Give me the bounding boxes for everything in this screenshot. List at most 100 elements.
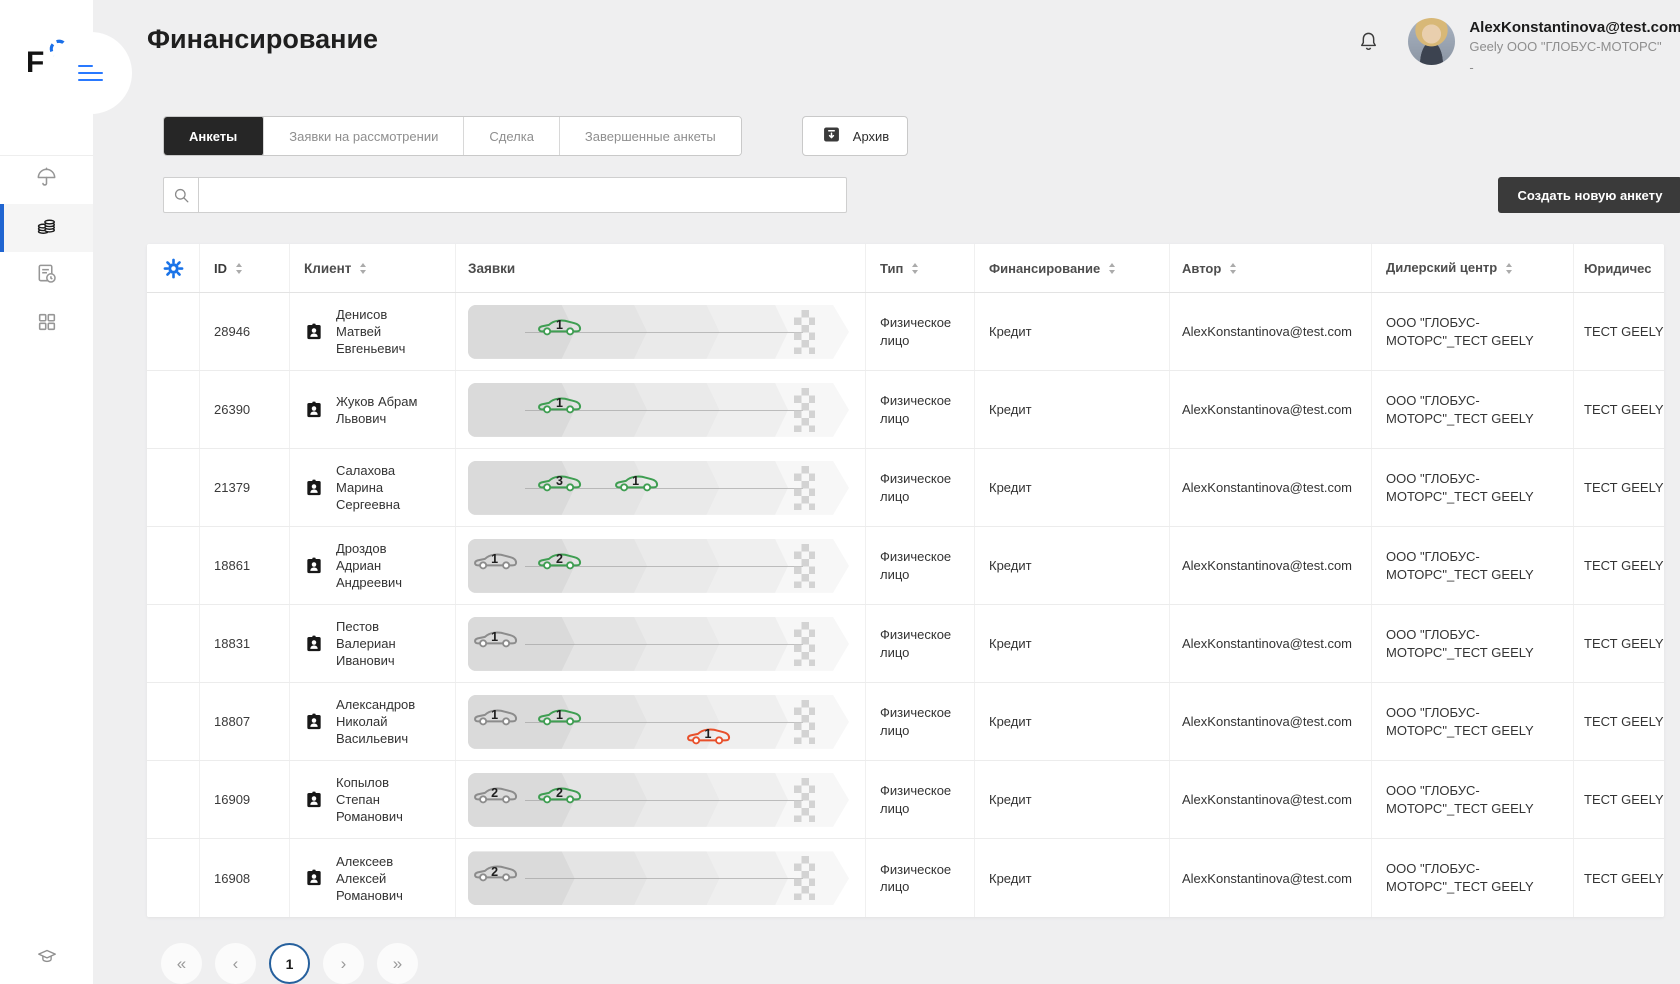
row-financing: Кредит [975, 449, 1170, 526]
page-title: Финансирование [147, 24, 378, 55]
user-extra: - [1469, 59, 1680, 77]
table-header: IDКлиентЗаявкиТипФинансированиеАвторДиле… [147, 244, 1664, 293]
contact-badge-icon [304, 556, 324, 576]
table-row[interactable]: 18831 Пестов Валериан Иванович 1 [147, 605, 1664, 683]
avatar[interactable] [1408, 18, 1455, 65]
column-label: Юридичес [1584, 261, 1651, 276]
tab-completed[interactable]: Завершенные анкеты [559, 117, 741, 155]
sort-icon[interactable] [1230, 263, 1236, 274]
topbar: Финансирование AlexKonstantinova@test.co… [147, 0, 1680, 76]
column-header-financing[interactable]: Финансирование [975, 244, 1170, 292]
table-row[interactable]: 21379 Салахова Марина Сергеевна 31 [147, 449, 1664, 527]
row-financing: Кредит [975, 293, 1170, 370]
row-author: AlexKonstantinova@test.com [1170, 293, 1372, 370]
sidebar-item-financing[interactable] [0, 204, 93, 252]
row-legal-entity: ТЕСТ GEELY [1574, 527, 1664, 604]
sidebar-item-apps[interactable] [0, 300, 93, 348]
row-author: AlexKonstantinova@test.com [1170, 371, 1372, 448]
row-dealer: ООО "ГЛОБУС-МОТОРС"_ТЕСТ GEELY [1372, 449, 1574, 526]
hamburger-icon [78, 65, 104, 82]
column-header-author[interactable]: Автор [1170, 244, 1372, 292]
contact-badge-icon [304, 790, 324, 810]
row-financing: Кредит [975, 527, 1170, 604]
car-marker-gray: 1 [472, 706, 518, 726]
sidebar: F [0, 0, 93, 984]
finish-flag [794, 856, 815, 900]
row-requests: 22 [456, 761, 866, 838]
car-count: 3 [556, 474, 563, 488]
column-label: Клиент [304, 261, 351, 276]
row-requests: 31 [456, 449, 866, 526]
column-header-type[interactable]: Тип [866, 244, 975, 292]
row-requests: 1 [456, 293, 866, 370]
sort-icon[interactable] [1109, 263, 1115, 274]
sidebar-item-reports[interactable] [0, 252, 93, 300]
sidebar-item-training[interactable] [0, 945, 93, 972]
row-dealer: ООО "ГЛОБУС-МОТОРС"_ТЕСТ GEELY [1372, 527, 1574, 604]
column-header-id[interactable]: ID [200, 244, 290, 292]
search-icon[interactable] [164, 178, 199, 212]
table-row[interactable]: 26390 Жуков Абрам Львович 1 [147, 371, 1664, 449]
sort-icon[interactable] [360, 263, 366, 274]
umbrella-icon [35, 166, 58, 194]
race-track: 12 [468, 539, 849, 593]
row-author: AlexKonstantinova@test.com [1170, 605, 1372, 682]
search-input[interactable] [199, 178, 846, 212]
row-id: 18807 [200, 683, 290, 760]
user-texts: AlexKonstantinova@test.com Geely ООО "ГЛ… [1469, 18, 1680, 76]
tab-questionnaires[interactable]: Анкеты [163, 116, 263, 156]
contact-badge-icon [304, 712, 324, 732]
table-settings-gear-icon[interactable] [147, 244, 200, 292]
car-count: 1 [705, 727, 712, 741]
bell-icon[interactable] [1357, 30, 1380, 58]
column-header-client[interactable]: Клиент [290, 244, 456, 292]
sort-icon[interactable] [236, 263, 242, 274]
row-dealer: ООО "ГЛОБУС-МОТОРС"_ТЕСТ GEELY [1372, 293, 1574, 370]
table-row[interactable]: 16908 Алексеев Алексей Романович 2 [147, 839, 1664, 917]
tab-requests-review[interactable]: Заявки на рассмотрении [263, 117, 463, 155]
column-label: Тип [880, 260, 903, 278]
pagination-first-button[interactable]: « [161, 943, 202, 984]
car-count: 2 [491, 865, 498, 879]
row-legal-entity: ТЕСТ GEELY [1574, 293, 1664, 370]
column-header-dealer[interactable]: Дилерский центр [1372, 244, 1574, 292]
menu-toggle-button[interactable] [50, 32, 132, 114]
row-client: Копылов Степан Романович [290, 761, 456, 838]
car-marker-green: 1 [536, 706, 582, 726]
row-gear-spacer [147, 527, 200, 604]
car-marker-green: 1 [536, 394, 582, 414]
row-type: Физическое лицо [866, 839, 975, 917]
sidebar-nav [0, 155, 93, 348]
row-author: AlexKonstantinova@test.com [1170, 527, 1372, 604]
row-id: 21379 [200, 449, 290, 526]
tab-deal[interactable]: Сделка [463, 117, 559, 155]
row-type: Физическое лицо [866, 605, 975, 682]
row-gear-spacer [147, 761, 200, 838]
document-clock-icon [35, 262, 58, 290]
pagination-last-button[interactable]: » [377, 943, 418, 984]
row-dealer: ООО "ГЛОБУС-МОТОРС"_ТЕСТ GEELY [1372, 683, 1574, 760]
row-legal-entity: ТЕСТ GEELY [1574, 683, 1664, 760]
sidebar-item-insurance[interactable] [0, 156, 93, 204]
table-row[interactable]: 28946 Денисов Матвей Евгеньевич 1 [147, 293, 1664, 371]
car-marker-green: 2 [536, 784, 582, 804]
client-name: Дроздов Адриан Андреевич [336, 540, 432, 591]
table-row[interactable]: 18861 Дроздов Адриан Андреевич 12 [147, 527, 1664, 605]
row-gear-spacer [147, 449, 200, 526]
row-legal-entity: ТЕСТ GEELY [1574, 839, 1664, 917]
table-card: IDКлиентЗаявкиТипФинансированиеАвторДиле… [147, 244, 1664, 917]
archive-button[interactable]: Архив [802, 116, 908, 156]
pagination-page-1[interactable]: 1 [269, 943, 310, 984]
pagination-prev-button[interactable]: ‹ [215, 943, 256, 984]
car-marker-green: 2 [536, 550, 582, 570]
table-row[interactable]: 18807 Александров Николай Васильевич [147, 683, 1664, 761]
track-road-line [525, 644, 803, 645]
car-count: 2 [556, 552, 563, 566]
column-label: Финансирование [989, 261, 1100, 276]
pagination-next-button[interactable]: › [323, 943, 364, 984]
finish-flag [794, 466, 815, 510]
sort-icon[interactable] [912, 263, 918, 274]
create-questionnaire-button[interactable]: Создать новую анкету [1498, 177, 1680, 213]
table-row[interactable]: 16909 Копылов Степан Романович 22 [147, 761, 1664, 839]
sort-icon[interactable] [1506, 263, 1512, 274]
